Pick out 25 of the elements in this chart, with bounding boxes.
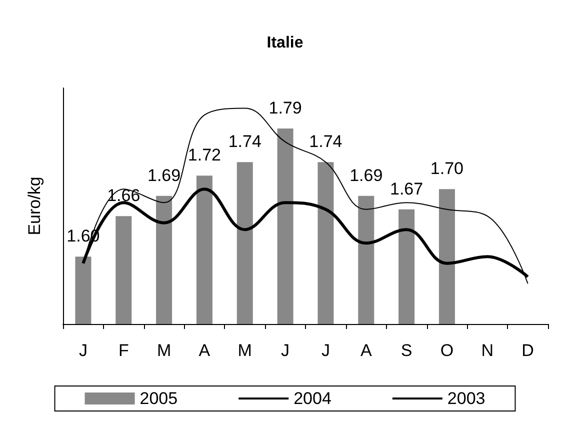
legend-label: 2004: [294, 389, 332, 408]
data-label: 1.69: [147, 166, 181, 185]
chart-title: Italie: [266, 34, 304, 52]
legend-label: 2003: [447, 389, 486, 408]
data-label: 1.79: [268, 98, 302, 118]
x-tick-label: J: [321, 341, 330, 360]
data-label: 1.70: [430, 159, 464, 178]
x-tick-label: N: [481, 341, 494, 360]
x-tick-label: M: [156, 341, 172, 360]
data-label: 1.74: [309, 132, 342, 152]
x-tick-label: J: [78, 341, 88, 360]
x-tick-label: A: [198, 341, 211, 360]
x-tick-label: D: [522, 341, 534, 360]
x-tick-label: F: [118, 341, 129, 360]
x-tick-label: O: [440, 341, 454, 360]
legend-label: 2005: [140, 389, 178, 408]
data-label: 1.72: [188, 146, 222, 165]
data-label: 1.74: [228, 132, 262, 152]
y-axis-title: Euro/kg: [25, 176, 44, 236]
x-tick-label: J: [281, 341, 290, 360]
x-tick-label: A: [360, 341, 372, 360]
x-tick-label: M: [238, 341, 252, 360]
data-label: 1.69: [350, 166, 383, 185]
x-tick-label: S: [400, 341, 412, 360]
data-label: 1.67: [390, 179, 424, 198]
